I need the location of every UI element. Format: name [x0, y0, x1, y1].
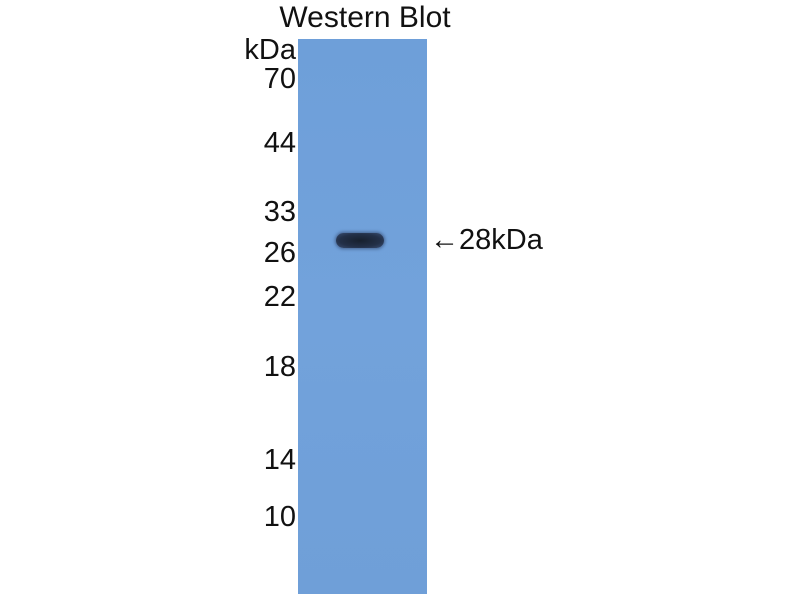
band-annotation: ←28kDa	[430, 225, 543, 255]
band-size-label: 28kDa	[459, 224, 543, 256]
left-arrow-icon: ←	[430, 224, 459, 256]
marker-70: 70	[263, 63, 296, 95]
blot-membrane	[298, 39, 427, 594]
marker-10: 10	[263, 501, 296, 533]
marker-26: 26	[263, 237, 296, 269]
marker-33: 33	[263, 196, 296, 228]
marker-18: 18	[263, 351, 296, 383]
marker-14: 14	[263, 444, 296, 476]
figure-title: Western Blot	[279, 1, 451, 34]
marker-44: 44	[263, 127, 296, 159]
unit-label: kDa	[244, 34, 296, 66]
protein-band	[336, 233, 384, 248]
marker-22: 22	[263, 281, 296, 313]
